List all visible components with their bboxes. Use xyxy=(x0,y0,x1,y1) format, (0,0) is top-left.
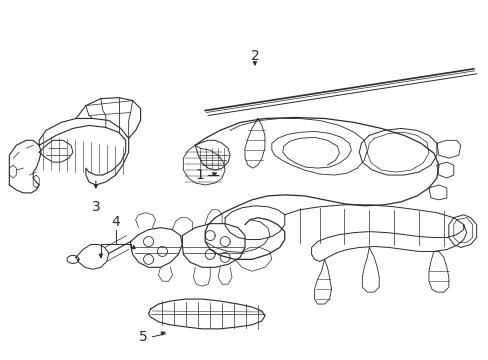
Text: 5: 5 xyxy=(139,330,148,344)
Text: 1: 1 xyxy=(195,168,204,182)
Text: 3: 3 xyxy=(91,200,100,214)
Text: 2: 2 xyxy=(250,49,259,63)
Text: 4: 4 xyxy=(111,215,120,229)
